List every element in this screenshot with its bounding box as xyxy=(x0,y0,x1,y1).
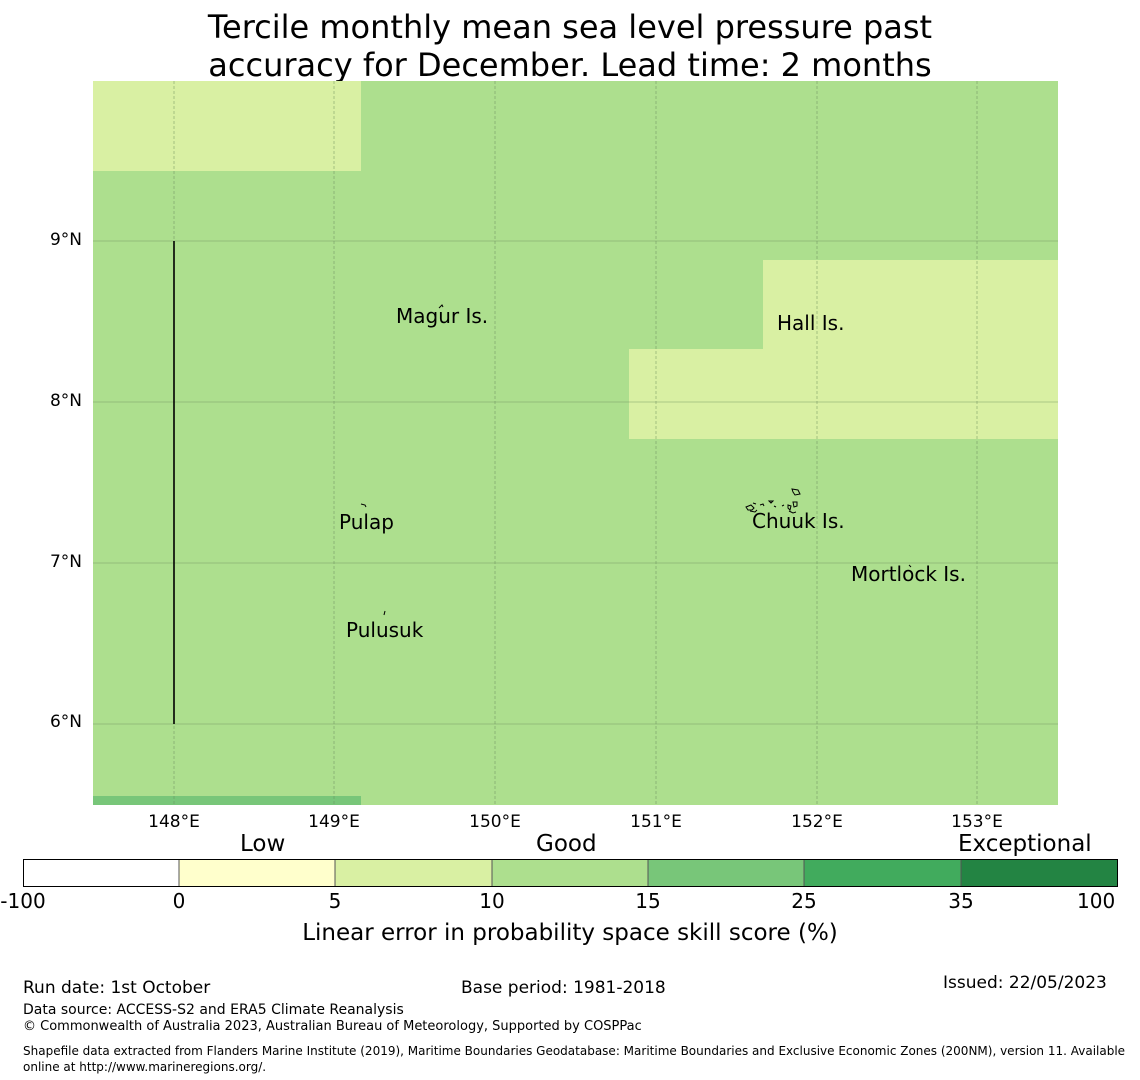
shapefile-credit: Shapefile data extracted from Flanders M… xyxy=(23,1044,1126,1074)
low-skill-patch-northwest xyxy=(93,81,361,171)
colorbar-segment-25-35 xyxy=(804,859,961,887)
lat-tick-7n: 7°N xyxy=(49,552,82,572)
map-background-good xyxy=(93,81,1058,805)
colorbar-outline xyxy=(23,859,1118,887)
lon-tick-148e: 148°E xyxy=(148,812,200,832)
place-label-hall: Hall Is. xyxy=(777,311,844,335)
colorbar-dividers xyxy=(178,859,962,887)
data-source: Data source: ACCESS-S2 and ERA5 Climate … xyxy=(23,1002,404,1018)
colorbar-tick: 35 xyxy=(948,889,974,913)
colorbar-category-good: Good xyxy=(536,831,597,857)
chuuk-islands-shape xyxy=(745,488,801,514)
colorbar-tick: 100 xyxy=(1077,889,1116,913)
colorbar-category-low: Low xyxy=(240,831,286,857)
colorbar-tick: -100 xyxy=(0,889,46,913)
island-outlines xyxy=(360,304,912,616)
lon-tick-152e: 152°E xyxy=(791,812,843,832)
lon-tick-150e: 150°E xyxy=(469,812,521,832)
colorbar-segment-10-15 xyxy=(492,859,648,887)
place-label-chuuk: Chuuk Is. xyxy=(752,509,845,533)
colorbar-label: Linear error in probability space skill … xyxy=(302,920,838,946)
low-skill-patch-hall xyxy=(763,260,1058,349)
colorbar-tick: 25 xyxy=(791,889,817,913)
lat-tick-6n: 6°N xyxy=(49,712,82,732)
lon-tick-151e: 151°E xyxy=(630,812,682,832)
low-skill-patch-east xyxy=(629,349,1058,439)
colorbar-tick: 5 xyxy=(328,889,342,913)
place-label-magur: Magur Is. xyxy=(396,304,488,328)
colorbar-segment-5-10 xyxy=(335,859,492,887)
colorbar xyxy=(23,859,1118,887)
colorbar-category-exceptional: Exceptional xyxy=(958,831,1092,857)
map-gridlines-lat xyxy=(93,240,1058,725)
map-title-line2: accuracy for December. Lead time: 2 mont… xyxy=(208,46,932,84)
run-date: Run date: 1st October xyxy=(23,978,211,998)
map-title-line1: Tercile monthly mean sea level pressure … xyxy=(207,8,933,46)
place-label-pulusuk: Pulusuk xyxy=(346,618,424,642)
magur-island-shape xyxy=(438,304,444,309)
copyright-notice: © Commonwealth of Australia 2023, Austra… xyxy=(23,1019,642,1034)
lat-tick-9n: 9°N xyxy=(49,230,82,250)
colorbar-segment-0-5 xyxy=(179,859,335,887)
place-label-mortlock: Mortlock Is. xyxy=(851,562,966,586)
skill-map: Magur Is. Hall Is. Pulap Chuuk Is. Mortl… xyxy=(93,81,1058,805)
pulusuk-island-shape xyxy=(383,610,386,616)
colorbar-tick: 0 xyxy=(172,889,186,913)
colorbar-segment-35-100 xyxy=(961,859,1118,887)
mortlock-island-shape xyxy=(908,564,912,568)
base-period: Base period: 1981-2018 xyxy=(461,978,666,998)
colorbar-tick: 10 xyxy=(479,889,505,913)
colorbar-segment-15-25 xyxy=(648,859,804,887)
lon-tick-153e: 153°E xyxy=(951,812,1003,832)
lon-tick-149e: 149°E xyxy=(308,812,360,832)
issued-date: Issued: 22/05/2023 xyxy=(943,973,1107,993)
good-skill-strip-south xyxy=(93,796,361,805)
pulap-island-shape xyxy=(360,503,367,508)
colorbar-tick: 15 xyxy=(635,889,661,913)
lat-tick-8n: 8°N xyxy=(49,391,82,411)
colorbar-segment-neg100-0 xyxy=(23,859,179,887)
place-label-pulap: Pulap xyxy=(339,510,394,534)
